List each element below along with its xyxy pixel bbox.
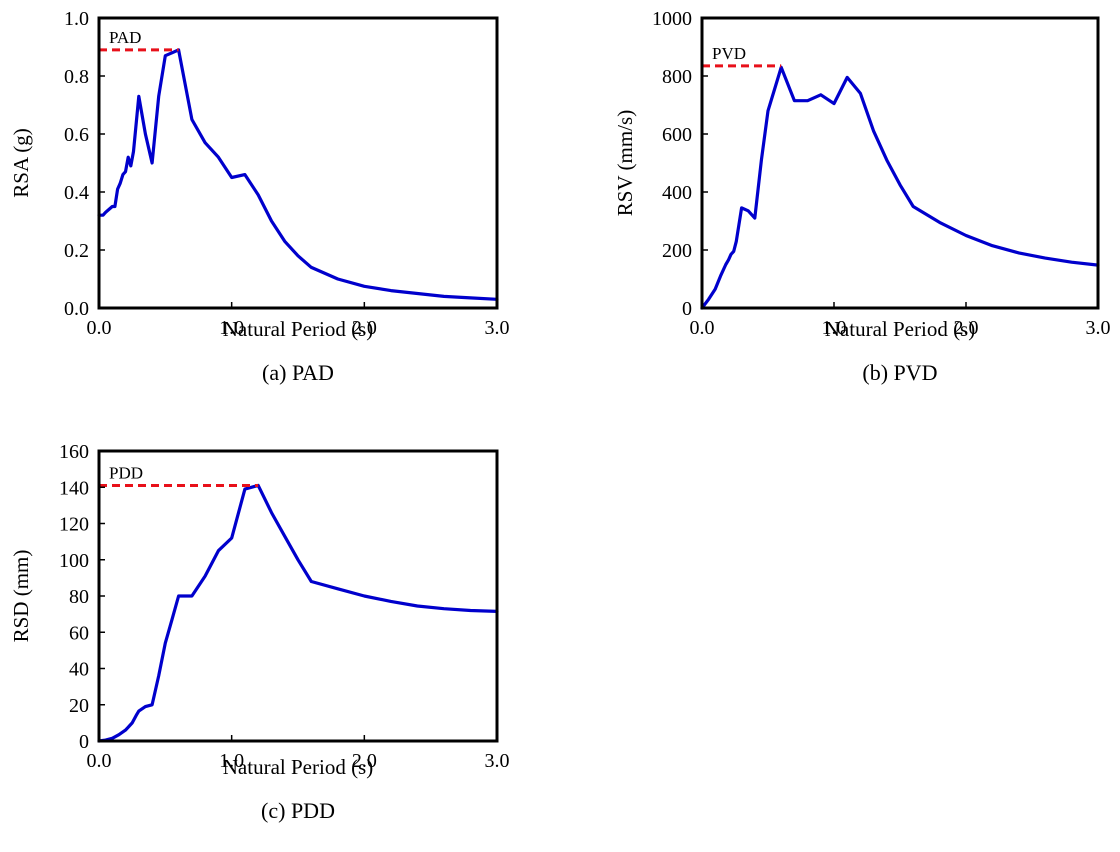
panel-caption: (a) PAD: [262, 360, 334, 385]
panel-caption: (b) PVD: [862, 360, 937, 385]
y-tick-label: 1000: [652, 8, 692, 30]
y-tick-label: 160: [59, 441, 89, 463]
series-line: [97, 48, 499, 301]
y-tick-label: 800: [662, 66, 692, 88]
x-tick-label: 0.0: [87, 317, 112, 339]
y-tick-label: 60: [69, 622, 89, 644]
x-axis-label: Natural Period (s): [825, 317, 975, 341]
y-tick-label: 0: [682, 298, 692, 320]
y-axis-label: RSV (mm/s): [613, 110, 637, 216]
plot-frame: [700, 16, 1100, 310]
x-tick-label: 2.0: [352, 750, 377, 772]
y-tick-label: 1.0: [64, 8, 89, 30]
peak-annotation: PDD: [109, 463, 143, 482]
y-tick-label: 20: [69, 695, 89, 717]
y-tick-label: 0.4: [64, 182, 89, 204]
panel-caption: (c) PDD: [261, 798, 335, 823]
y-tick-label: 600: [662, 124, 692, 146]
y-tick-label: 0.0: [64, 298, 89, 320]
y-tick-label: 140: [59, 477, 89, 499]
y-tick-label: 100: [59, 550, 89, 572]
x-tick-label: 3.0: [1086, 317, 1111, 339]
y-axis-label: RSD (mm): [9, 550, 33, 643]
x-axis-label: Natural Period (s): [223, 317, 373, 341]
x-tick-label: 3.0: [485, 317, 510, 339]
peak-annotation: PVD: [712, 44, 746, 63]
x-tick-label: 1.0: [822, 317, 847, 339]
series-line: [97, 483, 499, 743]
y-axis-label: RSA (g): [9, 128, 33, 197]
y-tick-label: 40: [69, 659, 89, 681]
y-tick-label: 0.6: [64, 124, 89, 146]
plot-frame: [97, 449, 499, 743]
y-tick-label: 0.2: [64, 240, 89, 262]
y-tick-label: 200: [662, 240, 692, 262]
x-axis-label: Natural Period (s): [223, 755, 373, 779]
y-tick-label: 0: [79, 731, 89, 753]
peak-annotation: PAD: [109, 28, 141, 47]
x-tick-label: 1.0: [219, 750, 244, 772]
y-tick-label: 400: [662, 182, 692, 204]
chart-panel-2: PVD 0.0 1.0 2.0 3.0 0 200 400 600 800 1000 Natural …: [613, 8, 1111, 385]
x-tick-label: 2.0: [352, 317, 377, 339]
y-tick-label: 80: [69, 586, 89, 608]
x-tick-label: 2.0: [954, 317, 979, 339]
y-tick-label: 120: [59, 514, 89, 536]
chart-panel-3: PDD 0.0 1.0 2.0 3.0 0 20 40 60 80 100 120 140 160 Natu…: [9, 441, 510, 823]
x-tick-label: 1.0: [219, 317, 244, 339]
plot-frame: [97, 16, 499, 310]
x-tick-label: 0.0: [87, 750, 112, 772]
x-tick-label: 3.0: [485, 750, 510, 772]
y-tick-label: 0.8: [64, 66, 89, 88]
series-line: [700, 65, 1100, 310]
x-tick-label: 0.0: [690, 317, 715, 339]
